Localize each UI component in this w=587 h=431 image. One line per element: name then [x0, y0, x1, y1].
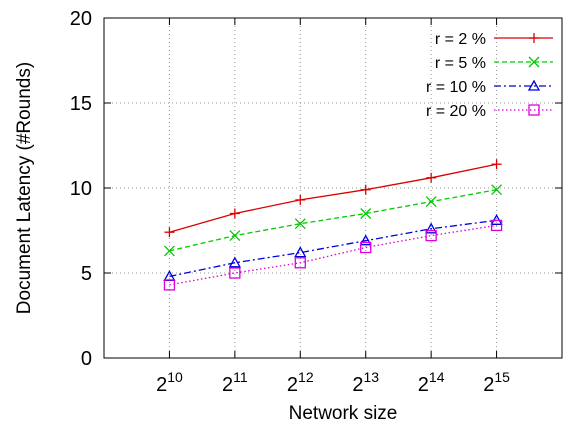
x-tick-exponent: 15: [494, 369, 510, 385]
x-tick-label: 214: [418, 369, 445, 396]
series-3: [163, 213, 503, 282]
x-tick-exponent: 13: [363, 369, 379, 385]
data-point: [490, 219, 503, 232]
legend-label: r = 2 %: [435, 31, 486, 48]
data-point: [425, 222, 438, 234]
x-axis-title: Network size: [289, 403, 398, 424]
x-tick-exponent: 14: [429, 369, 445, 385]
series-line: [169, 189, 497, 252]
legend-label: r = 20 %: [426, 103, 486, 120]
y-tick-label: 20: [70, 8, 92, 30]
legend: r = 2 % r = 5 % r = 10 % r = 20 %: [426, 31, 553, 120]
data-point: [425, 229, 437, 242]
data-point: [295, 194, 306, 205]
series-1: [164, 159, 502, 238]
data-point: [360, 184, 371, 195]
legend-item: r = 5 %: [435, 55, 553, 72]
series-line: [169, 224, 497, 286]
data-point: [229, 230, 241, 242]
data-point: [294, 257, 306, 269]
series-2: [163, 184, 503, 257]
x-tick-exponent: 11: [233, 369, 248, 385]
y-axis-title: Document Latency (#Rounds): [14, 62, 35, 314]
series-4: [163, 219, 503, 291]
y-tick-label: 0: [81, 348, 92, 370]
data-point: [426, 172, 437, 183]
series-line: [169, 219, 497, 278]
grid-layer: [104, 18, 562, 358]
x-tick-label: 215: [483, 369, 510, 396]
series-layer: [163, 159, 503, 291]
legend-swatch-marker: [529, 33, 539, 43]
series-line: [169, 163, 497, 233]
legend-item: r = 20 %: [426, 103, 553, 120]
legend-label: r = 10 %: [426, 79, 486, 96]
legend-item: r = 10 %: [426, 79, 553, 96]
data-point: [229, 267, 241, 279]
data-point: [491, 159, 502, 170]
x-tick-base: 2: [222, 374, 233, 396]
data-point: [360, 241, 372, 254]
x-tick-label: 213: [352, 369, 379, 396]
y-tick-label: 15: [70, 93, 92, 115]
x-tick-base: 2: [483, 374, 494, 396]
legend-swatch-marker: [527, 79, 541, 91]
data-point: [228, 256, 241, 268]
data-point: [359, 234, 372, 246]
y-tick-label: 10: [70, 178, 92, 200]
legend-swatch-marker: [528, 56, 540, 68]
y-tick-label: 5: [81, 263, 92, 285]
legend-label: r = 5 %: [435, 55, 486, 72]
data-point: [491, 184, 503, 196]
x-tick-label: 211: [222, 369, 248, 396]
x-tick-base: 2: [418, 374, 429, 396]
data-point: [425, 196, 437, 208]
data-point: [163, 279, 176, 291]
data-point: [164, 227, 175, 238]
data-point: [294, 246, 307, 258]
x-tick-exponent: 12: [298, 369, 314, 385]
data-point: [163, 245, 175, 257]
legend-item: r = 2 %: [435, 31, 553, 48]
x-tick-label: 210: [156, 369, 183, 396]
x-tick-label: 212: [287, 369, 314, 396]
x-tick-base: 2: [352, 374, 363, 396]
x-tick-base: 2: [287, 374, 298, 396]
x-tick-base: 2: [156, 374, 167, 396]
data-point: [294, 218, 306, 230]
legend-swatch-marker: [528, 104, 540, 116]
x-tick-exponent: 10: [167, 369, 183, 385]
data-point: [360, 208, 372, 219]
data-point: [229, 208, 240, 219]
